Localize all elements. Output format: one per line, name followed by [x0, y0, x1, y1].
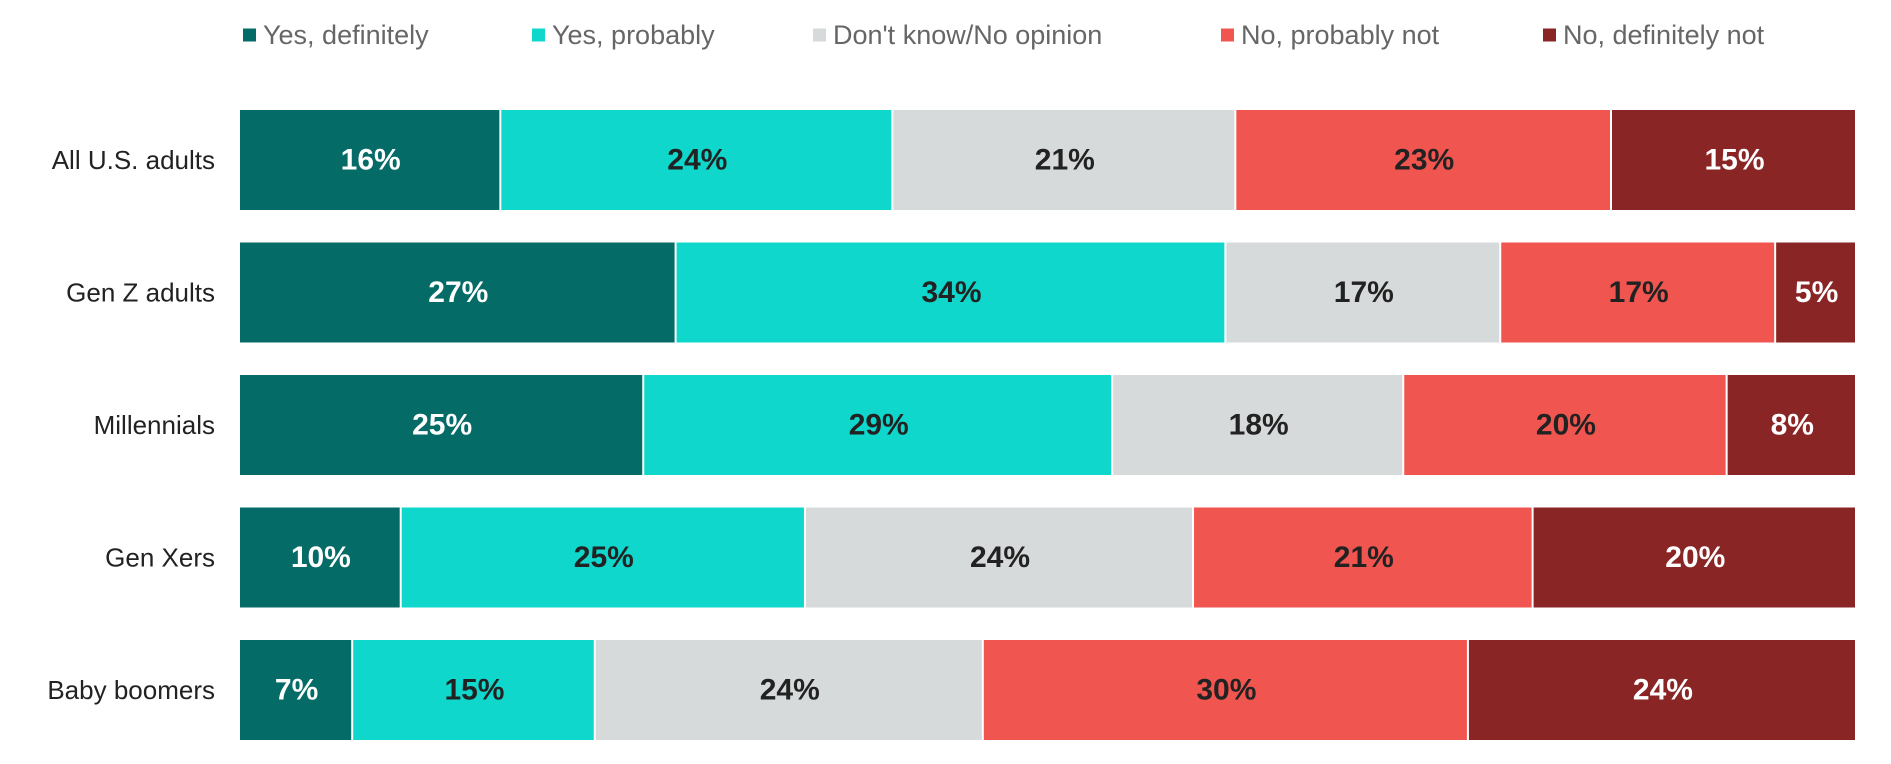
data-label-baby-boomers-no-probably-not: 30%	[1196, 674, 1256, 707]
bar-baby-boomers-yes-definitely	[240, 640, 352, 740]
bars	[240, 110, 1855, 740]
bar-gen-xers-no-definitely-not	[1533, 507, 1855, 608]
legend-label: No, probably not	[1241, 20, 1440, 50]
legend-swatch	[243, 28, 256, 42]
legend-swatch	[532, 28, 545, 42]
legend-item-yes-probably: Yes, probably	[532, 20, 715, 50]
bar-baby-boomers-no-probably-not	[983, 640, 1467, 740]
data-label-gen-z-adults-yes-definitely: 27%	[428, 276, 488, 309]
legend-swatch	[1221, 28, 1234, 42]
legend-item-yes-definitely: Yes, definitely	[243, 20, 429, 50]
bar-gen-z-adults-don-t-know-no-opinion	[1226, 242, 1500, 343]
legend-item-no-definitely-not: No, definitely not	[1543, 20, 1765, 50]
data-label-baby-boomers-no-definitely-not: 24%	[1633, 674, 1693, 707]
data-label-baby-boomers-yes-definitely: 7%	[275, 674, 318, 707]
data-label-millennials-no-definitely-not: 8%	[1771, 409, 1814, 442]
data-label-baby-boomers-don-t-know-no-opinion: 24%	[760, 674, 820, 707]
data-label-gen-xers-no-probably-not: 21%	[1334, 541, 1394, 574]
legend-label: Yes, probably	[552, 20, 715, 50]
legend-label: Don't know/No opinion	[833, 20, 1102, 50]
bar-all-u-s-adults-don-t-know-no-opinion	[893, 110, 1235, 210]
category-label-baby-boomers: Baby boomers	[47, 675, 215, 705]
data-label-baby-boomers-yes-probably: 15%	[444, 674, 504, 707]
bar-gen-xers-yes-probably	[401, 507, 804, 608]
data-label-millennials-no-probably-not: 20%	[1536, 409, 1596, 442]
data-label-gen-xers-don-t-know-no-opinion: 24%	[970, 541, 1030, 574]
bar-millennials-no-definitely-not	[1727, 375, 1855, 475]
legend-item-don-t-know-no-opinion: Don't know/No opinion	[813, 20, 1102, 50]
data-label-gen-z-adults-don-t-know-no-opinion: 17%	[1334, 276, 1394, 309]
bar-millennials-yes-definitely	[240, 375, 643, 475]
bar-baby-boomers-yes-probably	[353, 640, 594, 740]
category-label-millennials: Millennials	[94, 410, 215, 440]
legend-swatch	[1543, 28, 1556, 42]
legend-item-no-probably-not: No, probably not	[1221, 20, 1440, 50]
bar-gen-xers-don-t-know-no-opinion	[805, 507, 1193, 608]
bar-all-u-s-adults-yes-definitely	[240, 110, 500, 210]
bar-millennials-no-probably-not	[1404, 375, 1726, 475]
bar-gen-z-adults-yes-definitely	[240, 242, 675, 343]
category-labels: All U.S. adults Gen Z adults Millennials Ge…	[47, 145, 215, 705]
category-label-gen-z-adults: Gen Z adults	[66, 278, 215, 308]
bar-all-u-s-adults-yes-probably	[501, 110, 892, 210]
data-label-all-u-s-adults-yes-probably: 24%	[667, 144, 727, 177]
data-label-millennials-yes-definitely: 25%	[412, 409, 472, 442]
data-label-gen-z-adults-yes-probably: 34%	[921, 276, 981, 309]
data-label-all-u-s-adults-yes-definitely: 16%	[341, 144, 401, 177]
legend-label: Yes, definitely	[263, 20, 429, 50]
data-label-gen-xers-no-definitely-not: 20%	[1665, 541, 1725, 574]
data-label-millennials-don-t-know-no-opinion: 18%	[1229, 409, 1289, 442]
data-label-millennials-yes-probably: 29%	[849, 409, 909, 442]
data-label-gen-xers-yes-definitely: 10%	[291, 541, 351, 574]
category-label-gen-xers: Gen Xers	[105, 543, 215, 573]
bar-gen-z-adults-no-probably-not	[1501, 242, 1775, 343]
data-label-all-u-s-adults-no-probably-not: 23%	[1394, 144, 1454, 177]
bar-all-u-s-adults-no-probably-not	[1236, 110, 1610, 210]
bar-millennials-yes-probably	[644, 375, 1112, 475]
data-label-all-u-s-adults-don-t-know-no-opinion: 21%	[1035, 144, 1095, 177]
bar-gen-xers-no-probably-not	[1194, 507, 1532, 608]
data-label-gen-z-adults-no-probably-not: 17%	[1609, 276, 1669, 309]
category-label-all-u-s-adults: All U.S. adults	[52, 145, 215, 175]
bar-all-u-s-adults-no-definitely-not	[1612, 110, 1855, 210]
legend: Yes, definitely Yes, probably Don't know/N…	[243, 20, 1765, 50]
legend-label: No, definitely not	[1563, 20, 1765, 50]
value-labels: 16% 24% 21% 23% 15% 27% 34% 17% 17% 5% 25% 29% 18% 20…	[275, 144, 1838, 707]
bar-baby-boomers-don-t-know-no-opinion	[595, 640, 982, 740]
bar-gen-z-adults-yes-probably	[676, 242, 1225, 343]
legend-swatch	[813, 28, 826, 42]
data-label-all-u-s-adults-no-definitely-not: 15%	[1704, 144, 1764, 177]
bar-gen-xers-yes-definitely	[240, 507, 400, 608]
bar-millennials-don-t-know-no-opinion	[1113, 375, 1403, 475]
bar-baby-boomers-no-definitely-not	[1468, 640, 1855, 740]
data-label-gen-xers-yes-probably: 25%	[574, 541, 634, 574]
data-label-gen-z-adults-no-definitely-not: 5%	[1795, 276, 1838, 309]
bar-gen-z-adults-no-definitely-not	[1776, 242, 1855, 343]
